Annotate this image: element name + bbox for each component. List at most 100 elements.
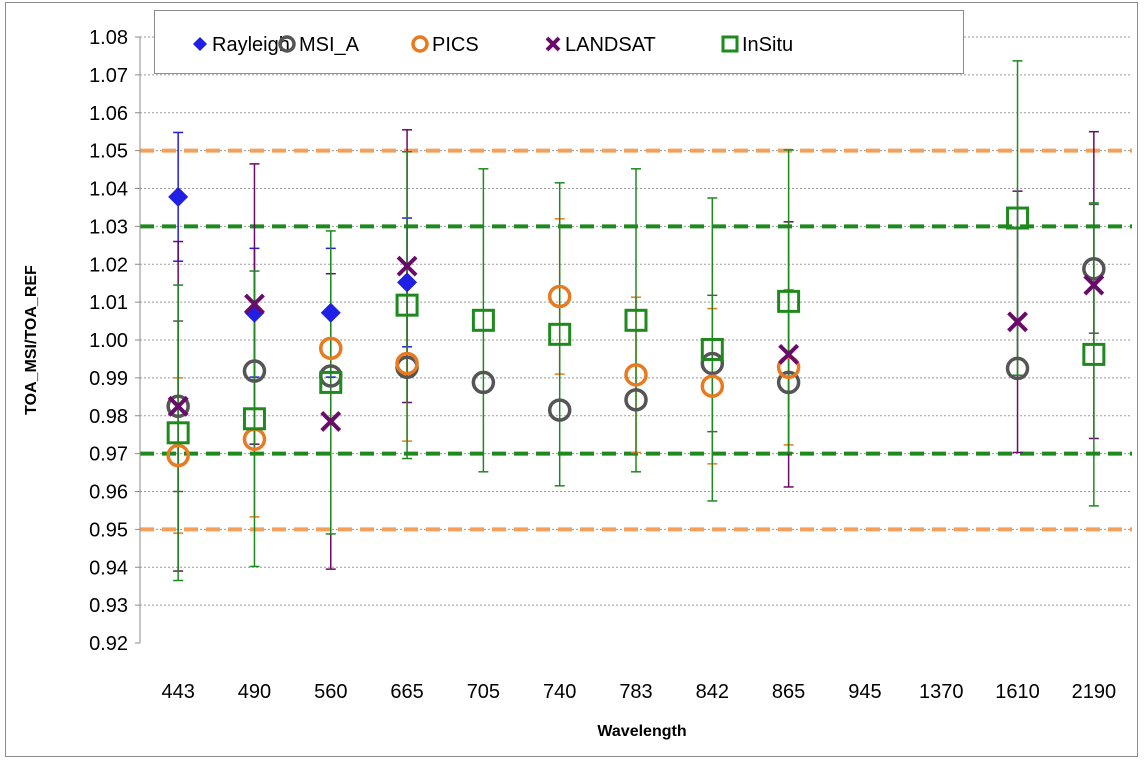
marker-stroke (320, 411, 342, 432)
data-point-insitu (471, 308, 495, 332)
marker-stroke (545, 36, 561, 52)
y-tick-label: 0.92 (89, 633, 128, 655)
data-point-msi-a (624, 388, 648, 412)
data-point-landsat (244, 293, 265, 315)
y-tick-labels: 0.92 0.93 0.94 0.95 0.96 0.97 0.98 0.99 1.00 1.01… (89, 27, 128, 655)
data-point-insitu (624, 308, 648, 332)
error-bar (1088, 202, 1099, 507)
legend-label: PICS (432, 34, 479, 56)
y-tick-label: 0.95 (89, 519, 128, 541)
x-tick-label: 705 (467, 681, 500, 703)
x-tick-label: 1610 (995, 681, 1040, 703)
y-tick-label: 1.07 (89, 65, 128, 87)
data-point-pics (624, 363, 648, 387)
data-point-insitu (1082, 342, 1106, 366)
data-point-insitu (319, 370, 343, 394)
legend-item: Rayleigh (193, 34, 290, 56)
data-point-insitu (548, 322, 572, 346)
error-bars (173, 60, 1099, 582)
data-point-msi-a (471, 370, 496, 395)
data-point-msi-a (700, 351, 725, 376)
data-markers (166, 186, 1106, 468)
data-point-msi-a (1082, 257, 1106, 281)
legend-marker (545, 36, 561, 52)
y-tick-label: 0.94 (89, 557, 128, 579)
legend-box (154, 10, 964, 74)
legend-label: MSI_A (299, 34, 360, 56)
data-point-pics (776, 355, 801, 380)
marker-stroke (167, 395, 189, 417)
x-tick-label: 665 (390, 681, 423, 703)
marker-stroke (1083, 274, 1105, 296)
data-point-landsat (778, 343, 800, 365)
data-point-landsat (1007, 311, 1028, 333)
marker-stroke (396, 255, 418, 277)
y-tick-label: 0.99 (89, 368, 128, 390)
error-bar (478, 168, 489, 473)
data-point-msi-a (242, 359, 267, 383)
y-tick-label: 0.97 (89, 444, 128, 466)
data-point-insitu (700, 337, 724, 361)
error-bar (325, 230, 336, 535)
x-tick-label: 865 (772, 681, 805, 703)
data-point-pics (547, 284, 572, 309)
y-tick-label: 1.06 (89, 103, 128, 125)
y-tick-label: 0.93 (89, 595, 128, 617)
y-tick-label: 1.00 (89, 330, 128, 352)
x-tick-label: 2190 (1072, 681, 1117, 703)
data-point-insitu (166, 421, 190, 445)
error-bar (707, 197, 718, 502)
y-tick-label: 0.98 (89, 406, 128, 428)
x-axis-label: Wavelength (597, 723, 686, 740)
x-tick-label: 1370 (919, 681, 964, 703)
legend-label: LANDSAT (565, 34, 656, 56)
x-tick-label: 490 (238, 681, 271, 703)
data-point-pics (700, 374, 725, 398)
y-tick-label: 0.96 (89, 482, 128, 504)
marker-stroke (778, 343, 800, 365)
y-tick-label: 1.01 (89, 292, 128, 314)
x-tick-label: 560 (314, 681, 347, 703)
y-axis-label: TOA_MSI/TOA_REF (23, 265, 40, 415)
error-bar (783, 149, 794, 454)
legend-item: LANDSAT (545, 34, 656, 56)
data-point-rayleigh (168, 186, 189, 207)
x-tick-label: 783 (619, 681, 652, 703)
legend-marker (721, 35, 739, 53)
y-tick-label: 1.03 (89, 216, 128, 238)
data-point-insitu (1006, 206, 1030, 230)
marker-stroke (1007, 311, 1028, 333)
y-tick-label: 1.05 (89, 141, 128, 163)
data-point-insitu (395, 293, 419, 317)
data-point-rayleigh (320, 302, 341, 323)
y-tick-label: 1.02 (89, 254, 128, 276)
error-bar (173, 284, 184, 582)
error-bar (554, 182, 565, 487)
x-tick-label: 945 (848, 681, 881, 703)
data-point-rayleigh (397, 272, 418, 293)
data-point-insitu (777, 289, 801, 313)
data-point-msi-a (776, 370, 801, 395)
legend-marker (193, 37, 207, 51)
data-point-landsat (1083, 274, 1105, 296)
legend-item: MSI_A (278, 34, 360, 56)
data-point-pics (395, 351, 419, 376)
legend-label: InSitu (742, 34, 793, 56)
data-point-msi-a (547, 398, 572, 422)
legend-item: PICS (411, 34, 479, 56)
y-tick-label: 1.04 (89, 179, 128, 201)
x-tick-labels: 443 490 560 665 705 740 783 842 865 945 1370 1610 21… (161, 681, 1116, 703)
legend-marker (278, 35, 296, 53)
data-point-msi-a (1005, 356, 1030, 381)
x-tick-label: 740 (543, 681, 576, 703)
error-bar (631, 168, 641, 473)
chart-border (5, 2, 1138, 757)
x-tick-label: 842 (696, 681, 729, 703)
data-point-landsat (320, 411, 342, 432)
data-point-insitu (242, 407, 266, 431)
legend-marker (411, 35, 429, 53)
data-point-pics (319, 336, 343, 361)
legend-item: InSitu (721, 34, 793, 56)
